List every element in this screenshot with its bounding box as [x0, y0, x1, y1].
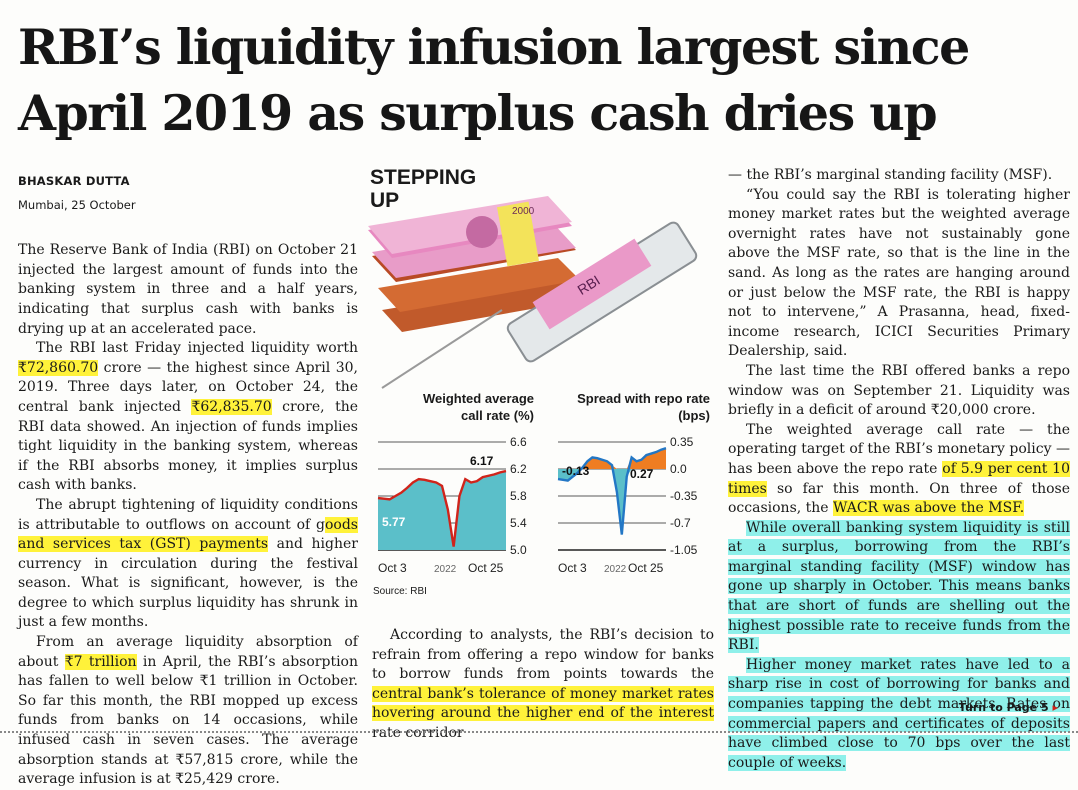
y-tick-label: 6.2 — [510, 462, 527, 476]
paragraph: The Reserve Bank of India (RBI) on Octob… — [18, 242, 358, 337]
headline-line-2: April 2019 as surplus cash dries up — [18, 84, 938, 142]
negative-area — [558, 469, 666, 535]
y-tick-label: 5.4 — [510, 516, 527, 530]
paragraph: From an average liquidity absorption of … — [18, 634, 358, 788]
y-tick-label: 0.0 — [670, 462, 687, 476]
highlight: WACR was above the MSF. — [833, 500, 1025, 517]
highlight: ₹72,860.70 — [18, 359, 99, 376]
article-column-3: — the RBI’s marginal standing facility (… — [728, 166, 1070, 773]
svg-text:2000: 2000 — [512, 206, 535, 217]
paragraph: The weighted average call rate — the ope… — [728, 421, 1070, 517]
series-line — [377, 469, 507, 547]
graphic-title: STEPPING UP — [370, 166, 477, 212]
highlight: ₹7 trillion — [64, 653, 137, 670]
byline-dateline: Mumbai, 25 October — [18, 197, 136, 212]
paragraph: The last time the RBI offered banks a re… — [728, 362, 1070, 419]
article-column-1: BHASKAR DUTTA Mumbai, 25 October The Res… — [18, 172, 358, 790]
highlight-cyan: While overall banking system liquidity i… — [728, 519, 1070, 654]
x-tick-label: Oct 25 — [468, 561, 504, 575]
x-tick-label: Oct 3 — [378, 561, 407, 575]
positive-area — [558, 448, 666, 469]
chart-2-title: Spread with repo rate (bps) — [577, 391, 710, 423]
chart-1-title: Weighted average call rate (%) — [422, 391, 534, 423]
paragraph: — the RBI’s marginal standing facility (… — [728, 167, 1053, 183]
area-fill — [378, 471, 506, 550]
data-label-first: 5.77 — [382, 515, 406, 529]
x-tick-label: Oct 25 — [628, 561, 664, 575]
turn-to-page-link[interactable]: Turn to Page 5 ▸ — [958, 701, 1058, 714]
paragraph: “You could say the RBI is tolerating hig… — [728, 186, 1070, 360]
spread-repo-chart: 0.35 0.0 -0.35 -0.7 -1.05 -0.13 0.27 Oct 3 2022 O… — [557, 435, 698, 575]
data-label-last: 6.17 — [470, 454, 494, 468]
syringe-icon: RBI — [381, 221, 698, 389]
banknote-bundle-icon: 2000 — [368, 196, 582, 332]
headline-line-1: RBI’s liquidity infusion largest since — [18, 18, 970, 76]
article-column-2: According to analysts, the RBI’s decisio… — [372, 626, 714, 744]
highlight: ₹62,835.70 — [191, 398, 272, 415]
x-tick-label: Oct 3 — [558, 561, 587, 575]
y-tick-label: -1.05 — [670, 543, 698, 557]
paragraph: The RBI last Friday injected liquidity w… — [18, 340, 359, 494]
series-line — [557, 447, 667, 535]
byline-author: BHASKAR DUTTA — [18, 174, 130, 188]
y-tick-label: -0.7 — [670, 516, 691, 530]
y-tick-label: 5.0 — [510, 543, 527, 557]
y-tick-label: 0.35 — [670, 435, 694, 449]
paragraph: According to analysts, the RBI’s decisio… — [372, 627, 714, 741]
paragraph: While overall banking system liquidity i… — [728, 519, 1070, 656]
y-tick-label: 6.6 — [510, 435, 527, 449]
divider — [0, 731, 1078, 733]
headline: RBI’s liquidity infusion largest since A… — [18, 14, 1068, 146]
money-syringe-illustration: 2000 RBI — [368, 196, 698, 389]
paragraph: The abrupt tightening of liquidity condi… — [18, 496, 358, 631]
x-tick-label: 2022 — [434, 564, 457, 575]
paragraph: Higher money market rates have led to a … — [728, 656, 1070, 774]
highlight: central bank’s tolerance of money market… — [372, 685, 714, 722]
y-tick-label: 5.8 — [510, 489, 527, 503]
arrow-right-icon: ▸ — [1052, 701, 1058, 714]
x-tick-label: 2022 — [604, 564, 627, 575]
chart-source: Source: RBI — [373, 586, 427, 597]
weighted-call-rate-chart: 6.6 6.2 5.8 5.4 5.0 5.77 6.17 Oct 3 2022 Oct 25 — [377, 435, 527, 575]
data-label-last: 0.27 — [630, 467, 654, 481]
data-label-first: -0.13 — [562, 464, 590, 478]
y-tick-label: -0.35 — [670, 489, 698, 503]
